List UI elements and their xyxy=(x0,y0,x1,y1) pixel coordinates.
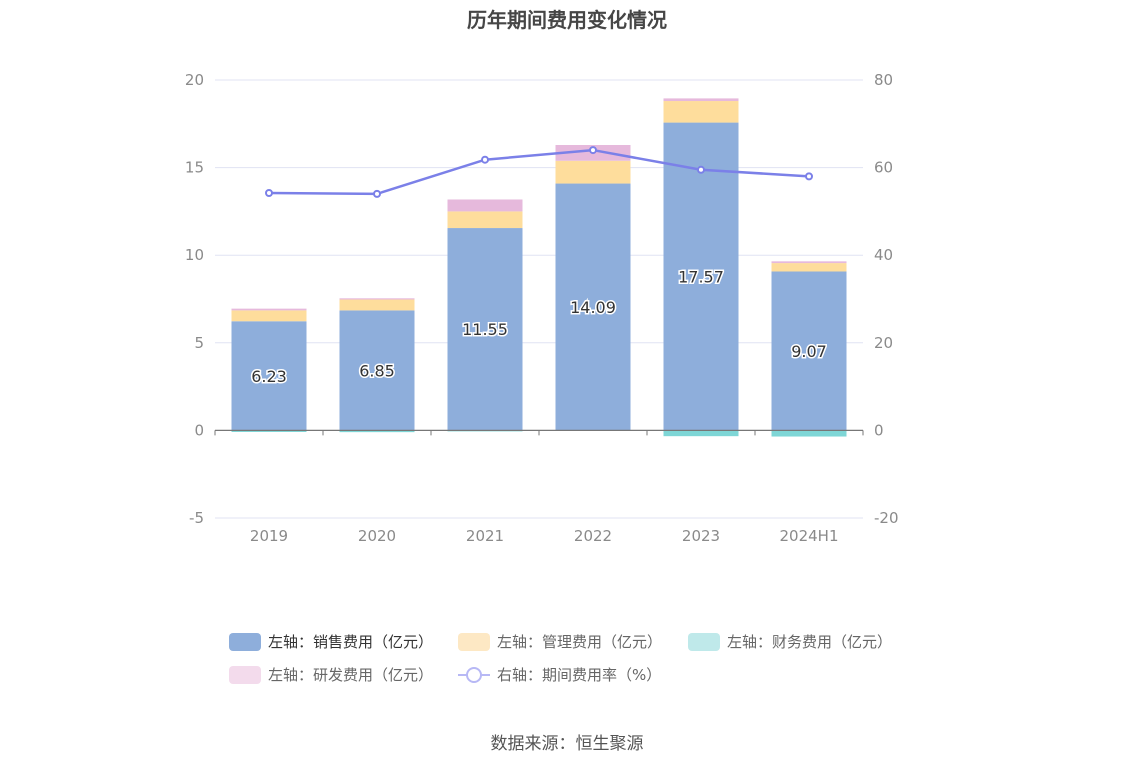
left-axis-tick-label: 15 xyxy=(185,159,204,177)
x-axis-category-label: 2023 xyxy=(682,527,720,545)
right-axis-tick-label: -20 xyxy=(874,509,899,527)
x-axis-category-label: 2024H1 xyxy=(780,527,839,545)
bar-segment xyxy=(447,199,523,212)
bar-segment xyxy=(663,98,739,102)
expense-ratio-point xyxy=(481,155,489,164)
legend-swatch-rd xyxy=(229,665,261,684)
bar-segment xyxy=(771,263,847,272)
right-axis-tick-label: 20 xyxy=(874,334,893,352)
right-axis-tick-label: 80 xyxy=(874,71,893,89)
bar-segment xyxy=(339,310,415,431)
legend-swatch-admin xyxy=(458,632,490,651)
bar-segment xyxy=(663,430,739,437)
legend-label-expense-ratio: 右轴：期间费用率（%） xyxy=(497,666,662,684)
x-axis-category-label: 2021 xyxy=(466,527,504,545)
bar-value-label: 9.07 xyxy=(791,342,827,361)
right-axis-tick-label: 0 xyxy=(874,421,884,439)
expense-ratio-line xyxy=(268,148,810,196)
bar-segment xyxy=(447,228,523,431)
expense-ratio-point xyxy=(589,146,597,155)
left-axis-tick-label: -5 xyxy=(189,509,204,527)
bar-segment xyxy=(339,430,415,433)
legend-swatch-sales xyxy=(229,632,261,651)
left-axis-tick-label: 10 xyxy=(185,246,204,264)
bar-segment xyxy=(771,271,847,431)
legend-line-marker xyxy=(458,666,490,684)
left-axis-tick-label: 5 xyxy=(194,334,204,352)
legend-item-sales[interactable]: 左轴：销售费用（亿元） xyxy=(229,631,433,652)
bar-segment xyxy=(447,211,523,229)
expense-ratio-point xyxy=(265,189,273,198)
legend-label-finance: 左轴：财务费用（亿元） xyxy=(727,633,893,651)
legend-item-admin[interactable]: 左轴：管理费用（亿元） xyxy=(458,631,662,652)
bar-segment xyxy=(663,122,739,431)
bar-segment xyxy=(339,298,415,300)
x-axis-category-label: 2020 xyxy=(358,527,396,545)
bar-segment xyxy=(771,430,847,437)
right-axis-tick-label: 40 xyxy=(874,246,893,264)
bar-value-label: 11.55 xyxy=(462,320,508,339)
legend-label-admin: 左轴：管理费用（亿元） xyxy=(497,633,663,651)
bar-segment xyxy=(339,299,415,311)
bar-value-label: 14.09 xyxy=(570,298,616,317)
x-axis-category-label: 2022 xyxy=(574,527,612,545)
bar-segment xyxy=(231,321,307,431)
legend-item-finance[interactable]: 左轴：财务费用（亿元） xyxy=(688,631,892,652)
bar-segment xyxy=(771,261,847,264)
bar-segment xyxy=(231,430,307,432)
right-axis-tick-label: 60 xyxy=(874,159,893,177)
bar-segment xyxy=(663,101,739,123)
bar-segment xyxy=(555,160,631,184)
expense-ratio-point xyxy=(373,189,381,198)
chart-title: 历年期间费用变化情况 xyxy=(467,8,667,32)
legend-label-rd: 左轴：研发费用（亿元） xyxy=(268,666,434,684)
left-axis-tick-label: 20 xyxy=(185,71,204,89)
source-note: 数据来源：恒生聚源 xyxy=(490,734,644,754)
legend-item-expense-ratio[interactable]: 右轴：期间费用率（%） xyxy=(458,664,661,685)
bar-segment xyxy=(231,310,307,322)
bar-value-label: 17.57 xyxy=(678,267,724,286)
expense-ratio-point xyxy=(805,172,813,181)
bar-segment xyxy=(555,183,631,431)
bar-value-label: 6.85 xyxy=(359,361,395,380)
bar-segment xyxy=(231,308,307,311)
legend-swatch-finance xyxy=(688,632,720,651)
legend-label-sales: 左轴：销售费用（亿元） xyxy=(268,633,434,651)
x-axis-category-label: 2019 xyxy=(250,527,288,545)
bar-value-label: 6.23 xyxy=(251,367,287,386)
left-axis-tick-label: 0 xyxy=(194,421,204,439)
expense-ratio-point xyxy=(697,165,705,174)
legend-item-rd[interactable]: 左轴：研发费用（亿元） xyxy=(229,664,433,685)
